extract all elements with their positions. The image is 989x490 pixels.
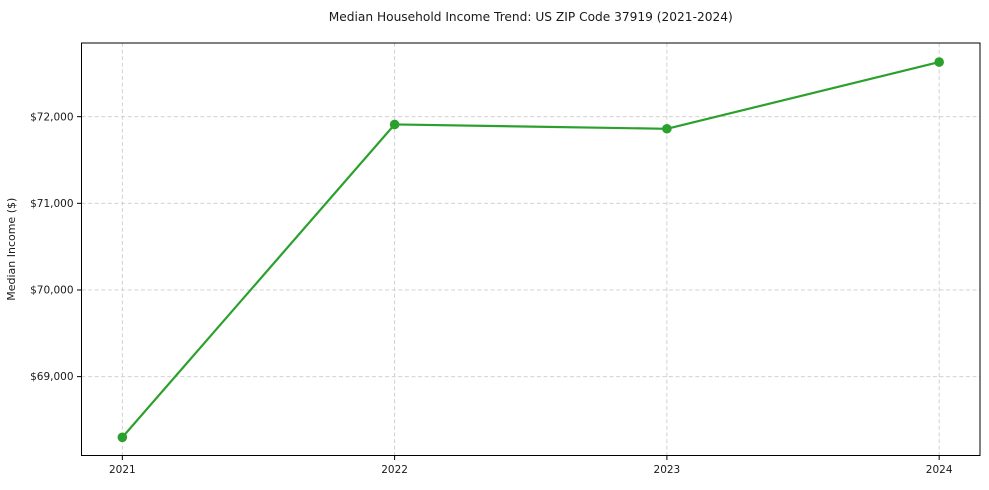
- grid-layer: [81, 43, 980, 456]
- chart-title: Median Household Income Trend: US ZIP Co…: [329, 10, 733, 24]
- y-tick-label: $69,000: [30, 371, 73, 383]
- x-tick-label: 2023: [654, 464, 681, 476]
- y-tick-label: $72,000: [30, 111, 73, 123]
- series-layer: [117, 57, 944, 443]
- data-point-2022: [389, 119, 400, 130]
- data-point-2021: [117, 432, 128, 443]
- data-point-2024: [934, 57, 944, 67]
- income-line: [121, 60, 941, 439]
- y-tick-label: $70,000: [30, 285, 73, 297]
- x-tick-label: 2021: [109, 464, 136, 476]
- x-tick-label: 2024: [926, 464, 953, 476]
- y-axis-label: Median Income ($): [5, 198, 18, 301]
- plot-border: [81, 42, 981, 456]
- tick-layer: 2021 2022 2023 2024 $69,000 $70,000 $71,000 $72…: [30, 111, 953, 476]
- y-tick-label: $71,000: [30, 198, 73, 210]
- data-point-2023: [662, 123, 672, 134]
- axes-spines: [81, 42, 981, 456]
- x-tick-label: 2022: [381, 464, 408, 476]
